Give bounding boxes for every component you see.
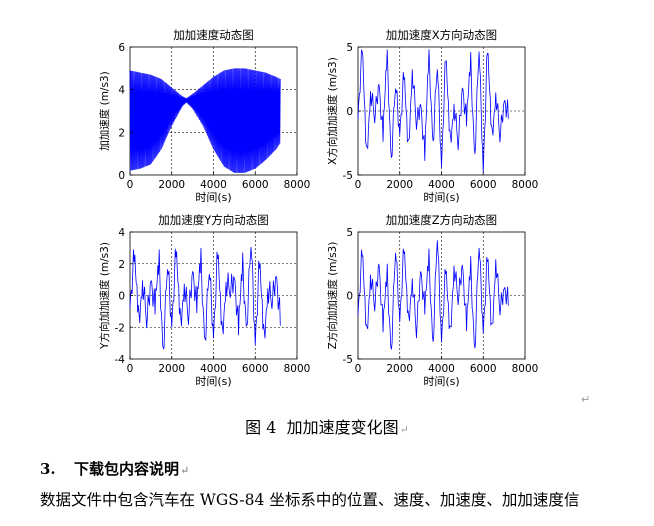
x-tick-label: 6000 <box>470 179 497 191</box>
series-line <box>129 68 281 173</box>
x-tick-label: 4000 <box>428 179 455 191</box>
figure-caption-label: 图 4 <box>245 418 277 437</box>
y-tick-label: -4 <box>115 354 126 366</box>
x-tick-label: 4000 <box>200 179 227 191</box>
x-tick-label: 8000 <box>284 179 311 191</box>
x-axis-label: 时间(s) <box>195 375 231 388</box>
chart-title: 加加速度Z方向动态图 <box>386 213 497 227</box>
x-axis-label: 时间(s) <box>423 375 459 388</box>
x-axis-label: 时间(s) <box>423 191 459 204</box>
x-tick-label: 2000 <box>386 363 413 375</box>
y-tick-label: 2 <box>118 127 125 139</box>
x-tick-label: 4000 <box>200 363 227 375</box>
y-tick-label: 4 <box>118 85 125 97</box>
x-tick-label: 0 <box>127 363 134 375</box>
section-title: 下载包内容说明 <box>74 460 180 478</box>
chart-title: 加加速度Y方向动态图 <box>158 213 269 227</box>
y-axis-label: Z方向加加速度 (m/s3) <box>326 242 339 350</box>
y-tick-label: -5 <box>343 170 353 182</box>
section-heading: 3. 下载包内容说明↵ <box>40 458 189 479</box>
x-tick-label: 2000 <box>158 363 185 375</box>
y-axis-label: 加加速度 (m/s3) <box>98 71 111 150</box>
y-tick-label: -5 <box>343 354 353 366</box>
x-tick-label: 2000 <box>158 179 185 191</box>
x-tick-label: 8000 <box>512 179 539 191</box>
x-tick-label: 0 <box>355 363 362 375</box>
y-tick-label: -2 <box>115 322 125 334</box>
y-tick-label: 5 <box>346 227 353 239</box>
x-tick-label: 8000 <box>512 363 539 375</box>
chart-3: 0 2000 4000 6000 8000-505加加速度Z方向动态图时间(s)Z方向加… <box>326 213 538 388</box>
y-axis-label: Y方向加加速度 (m/s3) <box>98 242 111 350</box>
body-paragraph: 数据文件中包含汽车在 WGS-84 坐标系中的位置、速度、加速度、加加速度信 <box>40 491 580 509</box>
paragraph-mark-figure: ↵ <box>581 393 591 406</box>
x-tick-label: 6000 <box>470 363 497 375</box>
y-tick-label: 0 <box>346 106 353 118</box>
y-tick-label: 0 <box>118 170 125 182</box>
chart-title: 加加速度动态图 <box>173 28 254 42</box>
x-axis-label: 时间(s) <box>195 191 231 204</box>
x-tick-label: 4000 <box>428 363 455 375</box>
y-axis-label: X方向加加速度 (m/s3) <box>326 57 339 165</box>
chart-title: 加加速度X方向动态图 <box>386 28 497 42</box>
x-tick-label: 2000 <box>386 179 413 191</box>
y-tick-label: 5 <box>346 42 353 54</box>
x-tick-label: 8000 <box>284 363 311 375</box>
x-tick-label: 6000 <box>242 179 269 191</box>
y-tick-label: 6 <box>118 42 125 54</box>
x-tick-label: 0 <box>355 179 362 191</box>
figure-caption: 图 4 加加速度变化图↵ <box>0 414 654 438</box>
section-number: 3. <box>40 460 56 478</box>
y-tick-label: 0 <box>346 291 353 303</box>
y-tick-label: 0 <box>118 291 125 303</box>
y-tick-label: 2 <box>118 259 125 271</box>
paragraph-mark-heading: ↵ <box>180 464 190 477</box>
paragraph-mark-caption: ↵ <box>399 423 409 436</box>
series-line <box>129 247 281 350</box>
series-line <box>357 240 509 350</box>
y-tick-label: 4 <box>118 227 125 239</box>
x-tick-label: 0 <box>127 179 134 191</box>
x-tick-label: 6000 <box>242 363 269 375</box>
figure-caption-text: 加加速度变化图 <box>286 418 399 437</box>
chart-1: 0 2000 4000 6000 8000-505加加速度X方向动态图时间(s)X方向加… <box>326 28 538 204</box>
